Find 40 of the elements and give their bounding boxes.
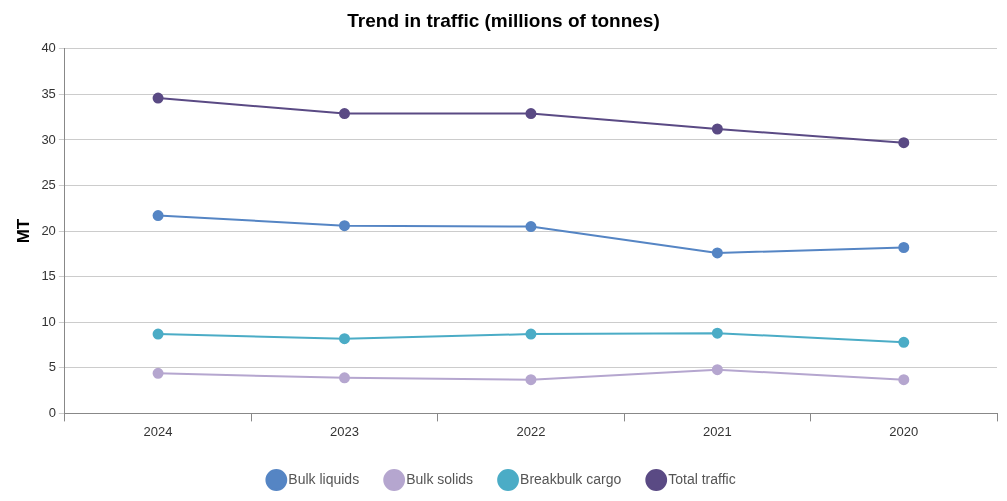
point <box>898 242 910 254</box>
point <box>525 221 537 233</box>
point <box>339 220 350 232</box>
x-tick-label: 2020 <box>889 423 919 439</box>
point <box>711 123 723 135</box>
legend-label: Total traffic <box>668 470 736 487</box>
y-axis-title: MT <box>13 218 33 244</box>
y-tick-label: 25 <box>41 177 56 193</box>
point <box>711 247 723 259</box>
legend-label: Bulk liquids <box>288 470 360 487</box>
point <box>898 336 910 348</box>
y-tick-label: 5 <box>48 359 56 375</box>
y-tick-label: 35 <box>41 85 56 101</box>
point <box>339 108 350 120</box>
point <box>711 364 723 376</box>
y-tick-label: 20 <box>41 222 56 238</box>
legend-label: Bulk solids <box>406 470 474 487</box>
point <box>152 328 164 340</box>
y-tick-label: 15 <box>41 268 56 284</box>
y-tick-label: 30 <box>41 131 56 147</box>
chart-title: Trend in traffic (millions of tonnes) <box>347 9 660 31</box>
x-tick-label: 2021 <box>702 423 732 439</box>
x-tick-label: 2023 <box>330 423 359 439</box>
point <box>339 372 350 384</box>
point <box>525 108 537 120</box>
point <box>525 374 537 386</box>
point <box>339 333 350 345</box>
point <box>152 367 164 379</box>
legend-label: Breakbulk cargo <box>520 470 622 487</box>
point <box>152 210 164 222</box>
x-tick-label: 2022 <box>516 423 546 439</box>
point <box>898 374 910 386</box>
point <box>525 328 537 340</box>
point <box>152 92 164 104</box>
point <box>898 137 910 149</box>
y-tick-label: 10 <box>41 313 56 329</box>
point <box>711 327 723 339</box>
y-tick-label: 0 <box>48 404 56 420</box>
y-tick-label: 40 <box>41 40 56 56</box>
x-tick-label: 2024 <box>143 423 173 439</box>
